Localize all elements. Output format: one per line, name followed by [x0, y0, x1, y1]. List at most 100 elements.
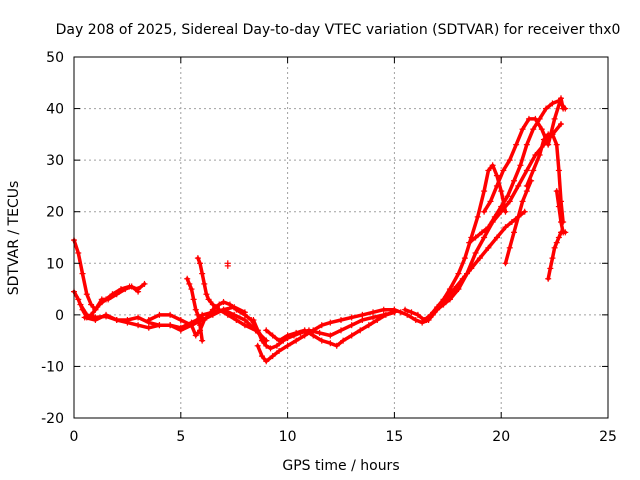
data-point [487, 198, 494, 205]
data-point [481, 188, 488, 195]
data-point [513, 141, 520, 148]
data-point [216, 306, 223, 313]
data-point [203, 291, 210, 298]
series-trace-q [502, 177, 535, 267]
data-point [523, 141, 530, 148]
data-point [493, 234, 500, 241]
data-point [506, 198, 513, 205]
data-point [258, 353, 265, 360]
data-point [370, 314, 377, 321]
data-point [301, 327, 308, 334]
data-point [472, 234, 479, 241]
data-point [209, 306, 216, 313]
data-point [357, 327, 364, 334]
data-point [504, 193, 511, 200]
data-point [459, 275, 466, 282]
series-trace-i [250, 309, 398, 352]
data-point [194, 311, 201, 318]
data-point [145, 324, 152, 331]
data-point [209, 301, 216, 308]
data-point [192, 306, 199, 313]
data-point [402, 306, 409, 313]
data-point [293, 329, 300, 336]
data-point [263, 358, 270, 365]
data-point [276, 347, 283, 354]
data-point [177, 327, 184, 334]
data-point [543, 105, 550, 112]
data-point [254, 327, 261, 334]
data-point [500, 167, 507, 174]
data-point [502, 260, 509, 267]
data-point [519, 126, 526, 133]
data-point [145, 317, 152, 324]
data-point [472, 249, 479, 256]
series-trace-l [391, 121, 565, 326]
data-point [103, 311, 110, 318]
data-point [333, 342, 340, 349]
data-point [327, 340, 334, 347]
data-point [269, 353, 276, 360]
data-point [515, 213, 522, 220]
data-point [511, 177, 518, 184]
x-tick-label: 10 [279, 429, 297, 445]
data-point [414, 311, 421, 318]
data-point [269, 332, 276, 339]
data-point [188, 286, 195, 293]
data-point [474, 213, 481, 220]
data-point [468, 265, 475, 272]
data-point [167, 311, 174, 318]
data-point [188, 322, 195, 329]
data-point [92, 306, 99, 313]
data-point [327, 332, 334, 339]
data-point [502, 224, 509, 231]
data-point [553, 188, 560, 195]
data-point [558, 95, 565, 102]
data-point [365, 322, 372, 329]
data-point [338, 327, 344, 334]
data-point [254, 342, 261, 349]
data-point [103, 296, 110, 303]
data-point [530, 126, 537, 133]
data-point [113, 317, 120, 324]
data-point [493, 182, 500, 189]
series-trace-n [423, 208, 528, 324]
x-tick-label: 15 [385, 429, 403, 445]
data-point [558, 121, 565, 128]
data-point [318, 322, 325, 329]
data-point [220, 298, 227, 305]
data-point [397, 309, 404, 316]
data-point [201, 280, 208, 287]
data-point [359, 311, 366, 318]
data-point [530, 167, 537, 174]
data-point [96, 301, 103, 308]
data-point [141, 280, 148, 287]
data-point [284, 342, 291, 349]
data-point [412, 317, 419, 324]
data-point [135, 322, 142, 329]
data-point [370, 309, 377, 316]
series-line [546, 230, 565, 281]
grid [74, 57, 608, 418]
y-tick-label: 40 [46, 102, 64, 118]
data-point [226, 301, 233, 308]
series-trace-h [184, 275, 206, 344]
data-point [525, 115, 532, 122]
data-point [293, 337, 300, 344]
data-point [523, 167, 530, 174]
data-point [555, 167, 562, 174]
data-point [545, 275, 552, 282]
data-point [117, 286, 124, 293]
data-point [190, 296, 197, 303]
data-point [241, 317, 248, 324]
x-tick-label: 5 [176, 429, 185, 445]
data-point [549, 100, 556, 107]
data-point [186, 280, 193, 287]
data-point [485, 167, 492, 174]
data-point [485, 244, 492, 251]
data-point [77, 301, 84, 308]
data-point [538, 126, 545, 133]
data-point [267, 345, 274, 352]
data-point [511, 229, 518, 236]
data-point [540, 136, 547, 143]
